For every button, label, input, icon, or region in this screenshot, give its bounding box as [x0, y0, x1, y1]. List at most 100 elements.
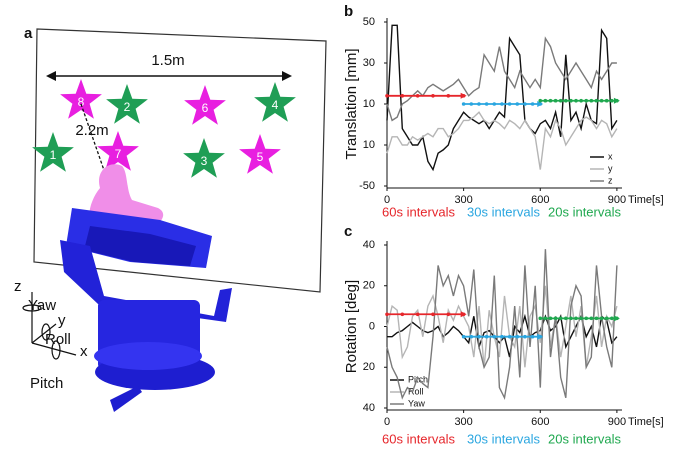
interval-dot [564, 98, 568, 103]
y-tick-label: 40 [363, 239, 375, 251]
x-tick-label: 0 [384, 416, 390, 428]
target-star [106, 84, 148, 124]
target-label: 8 [78, 95, 85, 109]
interval-dot [584, 316, 589, 321]
legend-label: y [608, 163, 613, 173]
y-tick-label: 40 [363, 402, 375, 414]
target-star [184, 85, 226, 125]
interval-dot [477, 334, 481, 339]
distance-line [80, 103, 107, 177]
interval-dot [548, 98, 553, 103]
target-label: 5 [257, 150, 264, 164]
interval-dot [615, 98, 619, 103]
interval-dot [492, 102, 497, 106]
interval-dot [584, 98, 589, 103]
axes-glyph [22, 292, 77, 360]
target-label: 1 [50, 148, 57, 162]
interval-dot [461, 102, 466, 106]
interval-dot [604, 316, 609, 321]
y-tick-label: 20 [363, 280, 375, 292]
interval-dot [609, 316, 614, 321]
interval-dot [431, 312, 435, 317]
interval-dot [500, 102, 504, 106]
seat-inner [84, 226, 196, 266]
interval-dot [609, 98, 614, 103]
x-tick-label: 900 [608, 194, 626, 206]
y-tick-label: 10 [363, 98, 375, 110]
y-tick-label: -50 [359, 180, 375, 192]
interval-dot [574, 98, 578, 103]
interval-dot [523, 102, 527, 106]
base-rod [110, 386, 142, 412]
interval-dot [507, 102, 512, 106]
distance-label: 2.2m [75, 122, 108, 139]
interval-dot [500, 334, 504, 339]
interval-dot [523, 334, 527, 339]
interval-dot [538, 102, 543, 106]
interval-label: 20s intervals [548, 204, 621, 219]
base-top [94, 342, 202, 370]
target-label: 4 [272, 98, 279, 112]
target-star [97, 131, 139, 171]
interval-dot [530, 334, 535, 339]
interval-dot [589, 316, 594, 321]
interval-dot [569, 98, 573, 103]
interval-dot [415, 94, 420, 98]
x-axis-title: Time[s] [628, 194, 664, 206]
interval-dot [594, 316, 599, 321]
robot [60, 164, 232, 412]
panel-label: b [344, 3, 353, 20]
interval-dot [564, 316, 568, 321]
interval-dot [484, 102, 489, 106]
interval-dot [599, 98, 604, 103]
interval-dot [538, 334, 543, 339]
panel-label: a [24, 25, 33, 42]
x-tick-label: 600 [531, 416, 549, 428]
interval-dot [415, 312, 420, 317]
axis-glyph-label: Yaw [28, 297, 56, 314]
target-label: 3 [201, 154, 208, 168]
interval-dot [431, 94, 435, 98]
arrow-head [46, 71, 56, 81]
interval-dot [579, 316, 583, 321]
y-tick-label: 30 [363, 57, 375, 69]
interval-label: 20s intervals [548, 431, 621, 446]
y-axis-title: Translation [mm] [343, 48, 360, 159]
x-tick-label: 0 [384, 194, 390, 206]
width-label: 1.5m [151, 52, 184, 69]
interval-dot [543, 316, 548, 321]
target-label: 7 [115, 147, 122, 161]
interval-dot [515, 102, 520, 106]
interval-dot [594, 98, 599, 103]
interval-dot [461, 312, 466, 317]
interval-label: 60s intervals [382, 204, 455, 219]
y-tick-label: 0 [369, 320, 375, 332]
legend-label: Pitch [408, 374, 428, 384]
series-line [386, 111, 618, 170]
interval-dot [385, 312, 389, 317]
axis-glyph-label: x [80, 343, 88, 360]
interval-dot [579, 98, 583, 103]
interval-dot [599, 316, 604, 321]
interval-dot [484, 334, 489, 339]
y-tick-label: 10 [363, 139, 375, 151]
interval-dot [461, 334, 466, 339]
interval-dot [538, 98, 543, 103]
target-star [32, 132, 74, 172]
interval-dot [400, 312, 405, 317]
axis-glyph-label: z [14, 278, 22, 295]
interval-dot [507, 334, 512, 339]
interval-dot [604, 98, 609, 103]
y-axis-title: Rotation [deg] [343, 280, 360, 373]
target-star [254, 82, 296, 122]
interval-dot [558, 316, 563, 321]
interval-dot [530, 102, 535, 106]
x-tick-label: 900 [608, 416, 626, 428]
legend-label: z [608, 175, 613, 185]
interval-dot [553, 98, 558, 103]
legend-label: Yaw [408, 398, 425, 408]
interval-dot [469, 102, 474, 106]
interval-dot [385, 94, 389, 98]
interval-dot [515, 334, 520, 339]
